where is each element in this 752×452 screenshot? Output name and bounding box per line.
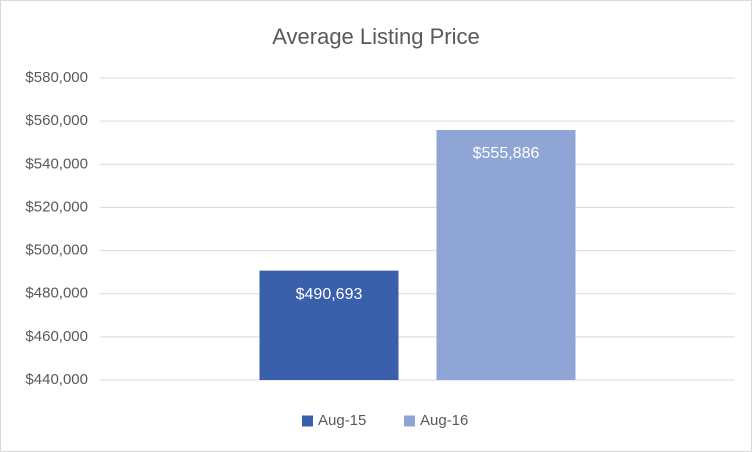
y-tick-label: $480,000 xyxy=(25,285,88,302)
bar xyxy=(436,130,576,380)
y-tick-label: $580,000 xyxy=(25,69,88,86)
bar xyxy=(259,270,399,380)
legend-swatch xyxy=(302,415,313,427)
legend-swatch xyxy=(404,415,415,427)
y-tick-label: $560,000 xyxy=(25,112,88,129)
y-tick-label: $520,000 xyxy=(25,198,88,215)
legend-label: Aug-16 xyxy=(420,412,468,429)
value-label: $555,886 xyxy=(473,145,540,162)
value-label: $490,693 xyxy=(296,286,363,303)
legend-label: Aug-15 xyxy=(318,412,366,429)
y-tick-label: $440,000 xyxy=(25,371,88,388)
y-tick-label: $500,000 xyxy=(25,242,88,259)
chart-title: Average Listing Price xyxy=(272,24,480,49)
y-tick-label: $540,000 xyxy=(25,155,88,172)
y-tick-label: $460,000 xyxy=(25,328,88,345)
